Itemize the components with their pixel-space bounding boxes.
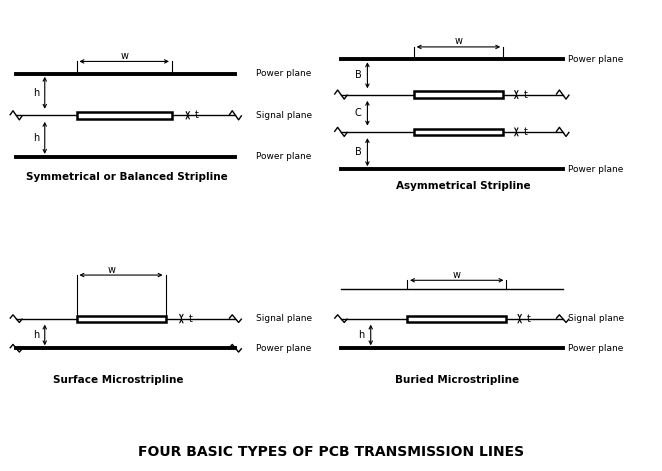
Text: h: h <box>32 133 39 143</box>
Text: Power plane: Power plane <box>567 344 623 353</box>
Text: Asymmetrical Stripline: Asymmetrical Stripline <box>396 181 531 191</box>
Bar <box>407 316 506 322</box>
Text: w: w <box>454 36 463 46</box>
Text: Signal plane: Signal plane <box>567 314 624 323</box>
Text: t: t <box>527 314 531 324</box>
Text: Signal plane: Signal plane <box>256 111 312 120</box>
Text: B: B <box>355 147 361 157</box>
Text: w: w <box>453 270 461 280</box>
Text: h: h <box>32 88 39 98</box>
Text: FOUR BASIC TYPES OF PCB TRANSMISSION LINES: FOUR BASIC TYPES OF PCB TRANSMISSION LIN… <box>138 445 524 459</box>
Text: B: B <box>355 70 361 80</box>
Text: Power plane: Power plane <box>567 55 623 64</box>
Text: t: t <box>524 127 528 137</box>
Text: Symmetrical or Balanced Stripline: Symmetrical or Balanced Stripline <box>26 172 228 182</box>
Text: t: t <box>189 314 192 324</box>
Text: Power plane: Power plane <box>256 152 311 161</box>
Text: Power plane: Power plane <box>567 165 623 174</box>
Text: h: h <box>32 330 39 340</box>
Bar <box>414 129 503 135</box>
Bar <box>77 112 172 119</box>
Text: Buried Microstripline: Buried Microstripline <box>395 374 519 385</box>
Text: w: w <box>120 50 128 61</box>
Text: Surface Microstripline: Surface Microstripline <box>52 374 183 385</box>
Text: Signal plane: Signal plane <box>256 314 312 323</box>
Text: w: w <box>107 265 115 275</box>
Text: C: C <box>355 108 361 118</box>
Text: Power plane: Power plane <box>256 69 311 78</box>
Text: t: t <box>524 89 528 99</box>
Bar <box>414 91 503 98</box>
Bar <box>77 316 166 322</box>
Text: t: t <box>195 110 199 120</box>
Text: h: h <box>358 330 365 340</box>
Text: Power plane: Power plane <box>256 344 311 353</box>
